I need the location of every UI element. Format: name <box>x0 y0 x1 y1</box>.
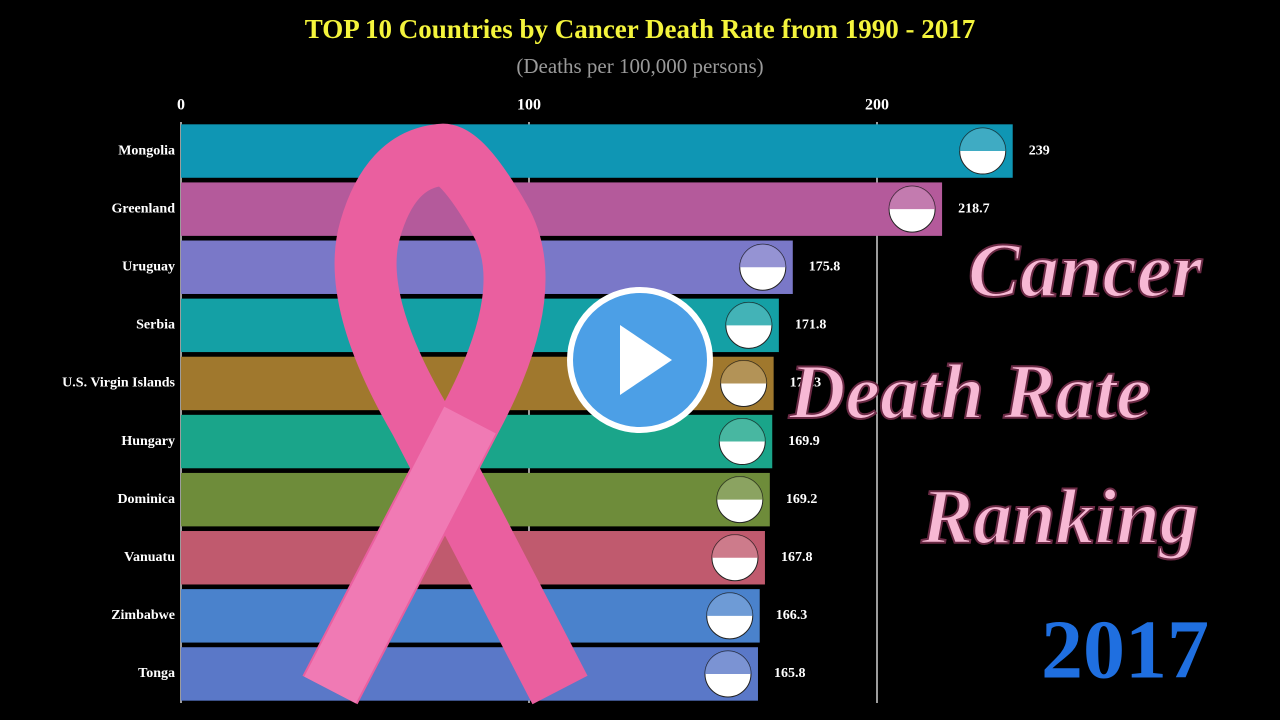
overlay-text: Ranking <box>920 473 1198 560</box>
x-tick-label: 0 <box>177 97 185 114</box>
play-button[interactable] <box>567 287 713 433</box>
value-label: 175.8 <box>809 259 841 274</box>
y-tick-label: U.S. Virgin Islands <box>62 376 175 391</box>
bar <box>181 124 1013 178</box>
year-label: 2017 <box>1041 603 1209 696</box>
y-tick-label: Zimbabwe <box>111 608 175 623</box>
bar <box>181 589 760 643</box>
flag-icon <box>720 360 767 384</box>
value-label: 166.3 <box>776 608 808 623</box>
ribbon <box>302 123 588 705</box>
value-label: 169.9 <box>788 434 820 449</box>
y-tick-label: Vanuatu <box>124 550 175 565</box>
flag-icon <box>711 534 758 558</box>
value-label: 218.7 <box>958 201 990 216</box>
value-label: 170.3 <box>790 376 822 391</box>
flag-icon <box>716 476 763 500</box>
y-tick-label: Hungary <box>121 434 175 449</box>
y-tick-label: Tonga <box>138 666 175 681</box>
y-tick-label: Dominica <box>117 492 175 507</box>
chart-subtitle: (Deaths per 100,000 persons) <box>516 54 763 78</box>
value-label: 165.8 <box>774 666 806 681</box>
y-tick-label: Uruguay <box>122 259 175 274</box>
flag-icon <box>706 592 753 616</box>
bar <box>181 182 943 236</box>
overlay-text: Death Rate <box>788 348 1151 435</box>
flag-icon <box>959 128 1006 152</box>
play-icon[interactable] <box>620 325 672 395</box>
bar <box>181 647 758 701</box>
overlay-text: Cancer <box>968 226 1203 313</box>
y-tick-label: Serbia <box>136 318 175 333</box>
chart-title: TOP 10 Countries by Cancer Death Rate fr… <box>305 14 975 44</box>
x-tick-label: 100 <box>517 97 541 114</box>
y-tick-label: Greenland <box>111 201 175 216</box>
flag-icon <box>704 650 751 674</box>
value-label: 171.8 <box>795 318 827 333</box>
y-tick-label: Mongolia <box>118 143 175 158</box>
ribbon-front <box>304 406 496 704</box>
x-tick-label: 200 <box>865 97 889 114</box>
flag-icon <box>739 244 786 268</box>
value-label: 169.2 <box>786 492 818 507</box>
ribbon-icon <box>302 123 588 705</box>
value-label: 167.8 <box>781 550 813 565</box>
flag-icon <box>725 302 772 326</box>
flag-icon <box>719 418 766 442</box>
flag-icon <box>889 186 936 210</box>
value-label: 239 <box>1029 143 1050 158</box>
